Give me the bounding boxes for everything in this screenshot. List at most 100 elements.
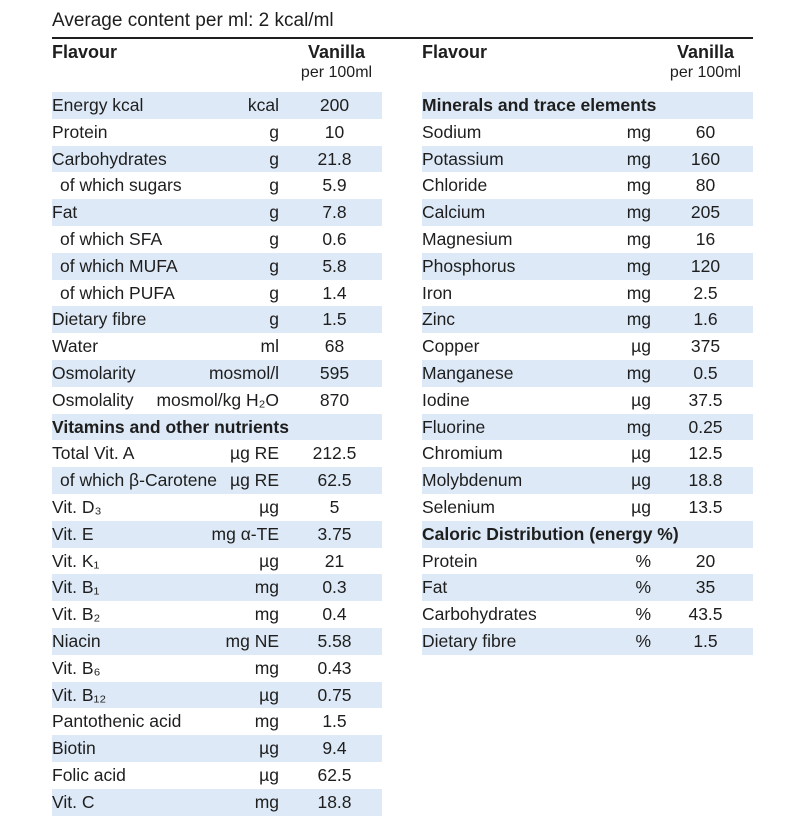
table-row: Iodine µg 37.5 <box>422 387 753 414</box>
nutrient-name: Dietary fibre <box>52 309 147 330</box>
nutrient-name: Potassium <box>422 148 504 169</box>
table-row: Molybdenum µg 18.8 <box>422 467 753 494</box>
table-row: of which MUFA g 5.8 <box>52 252 382 280</box>
nutrient-value: 200 <box>319 95 350 115</box>
nutrient-value: 1.5 <box>322 711 347 732</box>
nutrient-unit: mg <box>626 121 651 142</box>
nutrient-name: Calcium <box>422 202 486 223</box>
table-row: Iron mg 2.5 <box>422 280 753 307</box>
table-row: Potassium mg 160 <box>422 145 753 173</box>
vanilla-heading: Vanilla <box>307 42 366 62</box>
table-row: Vit. D₃ µg 5 <box>52 494 382 521</box>
left-table-rows: Energy kcal kcal 200 Protein g 10 Carbohydrate… <box>52 92 382 816</box>
nutrient-value: 595 <box>319 362 350 383</box>
nutrient-unit: g <box>269 282 279 303</box>
nutrient-value: 7.8 <box>322 202 347 223</box>
nutrient-name: Folic acid <box>52 764 126 785</box>
nutrient-unit: mg NE <box>225 630 279 651</box>
nutrient-unit: mg <box>254 791 279 812</box>
table-row: Energy kcal kcal 200 <box>52 92 382 119</box>
nutrient-unit: µg RE <box>230 443 279 464</box>
nutrient-name: Protein <box>422 550 478 571</box>
nutrient-value: 18.8 <box>688 470 723 491</box>
table-row: of which SFA g 0.6 <box>52 226 382 253</box>
nutrient-value: 0.4 <box>322 604 347 625</box>
nutrient-name: Dietary fibre <box>422 630 517 651</box>
nutrient-name: Phosphorus <box>422 255 516 276</box>
table-row: Pantothenic acid mg 1.5 <box>52 708 382 735</box>
nutrient-name: Carbohydrates <box>422 604 537 625</box>
nutrient-name: Vit. B₂ <box>52 604 101 625</box>
table-row: Sodium mg 60 <box>422 119 753 146</box>
right-table-header: Flavour Vanilla per 100ml <box>422 40 753 92</box>
nutrient-value: 0.3 <box>322 577 347 598</box>
nutrient-value: 68 <box>324 336 345 357</box>
table-row: Dietary fibre g 1.5 <box>52 306 382 334</box>
nutrient-unit: mg <box>626 416 651 437</box>
nutrient-value: 0.25 <box>688 416 723 437</box>
nutrient-name: Zinc <box>422 309 456 330</box>
right-nutrition-table: Flavour Vanilla per 100ml Minerals and t… <box>422 40 753 655</box>
nutrient-name: Chromium <box>422 443 503 464</box>
table-row: Total Vit. A µg RE 212.5 <box>52 440 382 467</box>
table-row: Vit. B₆ mg 0.43 <box>52 655 382 682</box>
table-row: Water ml 68 <box>52 333 382 360</box>
nutrient-value: 0.75 <box>317 684 352 705</box>
nutrient-name: Vit. D₃ <box>52 496 102 517</box>
nutrient-unit: µg <box>259 684 279 705</box>
table-row: of which PUFA g 1.4 <box>52 280 382 307</box>
nutrient-unit: mosmol/kg H₂O <box>156 389 279 410</box>
nutrient-unit: µg <box>259 764 279 785</box>
nutrient-unit: mg <box>626 309 651 330</box>
nutrient-name: Vit. C <box>52 791 95 812</box>
nutrient-unit: g <box>269 228 279 249</box>
table-row: Biotin µg 9.4 <box>52 735 382 762</box>
section-heading: Caloric Distribution (energy %) <box>422 523 679 544</box>
nutrient-name: Molybdenum <box>422 470 523 491</box>
nutrient-value: 16 <box>695 228 716 249</box>
nutrient-name: Copper <box>422 336 480 357</box>
table-row: Magnesium mg 16 <box>422 226 753 253</box>
nutrient-name: Iron <box>422 282 453 303</box>
nutrient-name: Manganese <box>422 362 514 383</box>
nutrient-unit: mg <box>626 362 651 383</box>
nutrient-unit: mg <box>626 202 651 223</box>
nutrient-value: 0.6 <box>322 228 347 249</box>
table-row: Vit. B₂ mg 0.4 <box>52 601 382 628</box>
nutrient-name: Biotin <box>52 738 96 759</box>
left-nutrition-table: Flavour Vanilla per 100ml Energy kcal kca… <box>52 40 382 816</box>
table-row: of which β-Carotene µg RE 62.5 <box>52 467 382 494</box>
table-row: Selenium µg 13.5 <box>422 494 753 521</box>
page-title: Average content per ml: 2 kcal/ml <box>52 10 334 31</box>
nutrient-name: Protein <box>52 121 108 142</box>
nutrient-name: Vit. E <box>52 523 94 544</box>
nutrient-name: Magnesium <box>422 228 513 249</box>
section-heading: Minerals and trace elements <box>422 95 657 115</box>
nutrient-value: 80 <box>695 175 716 196</box>
nutrient-value: 120 <box>690 255 721 276</box>
right-table-rows: Minerals and trace elements Sodium mg 60 Pot… <box>422 92 753 655</box>
nutrient-value: 1.5 <box>322 309 347 330</box>
table-row: Osmolality mosmol/kg H₂O 870 <box>52 387 382 414</box>
nutrient-value: 10 <box>324 121 345 142</box>
nutrient-value: 160 <box>690 148 721 169</box>
table-row: Zinc mg 1.6 <box>422 306 753 334</box>
nutrient-name: Vit. K₁ <box>52 550 100 571</box>
section-heading: Vitamins and other nutrients <box>52 416 289 437</box>
nutrient-unit: µg <box>259 496 279 517</box>
nutrient-unit: mg <box>254 657 279 678</box>
nutrient-name: Sodium <box>422 121 482 142</box>
nutrient-unit: µg <box>631 389 651 410</box>
nutrient-name: Vit. B₁ <box>52 577 100 598</box>
nutrient-name: Niacin <box>52 630 101 651</box>
nutrient-name: Fat <box>422 577 448 598</box>
nutrient-unit: mg <box>626 228 651 249</box>
nutrient-name: of which sugars <box>60 175 182 196</box>
table-row: Carbohydrates% 43.5 <box>422 601 753 628</box>
nutrient-value: 5.58 <box>317 630 352 651</box>
flavour-heading: Flavour <box>52 42 118 62</box>
section-heading-row: Vitamins and other nutrients <box>52 413 382 441</box>
nutrient-unit: g <box>269 148 279 169</box>
table-row: Niacin mg NE 5.58 <box>52 627 382 655</box>
nutrient-value: 20 <box>695 550 716 571</box>
